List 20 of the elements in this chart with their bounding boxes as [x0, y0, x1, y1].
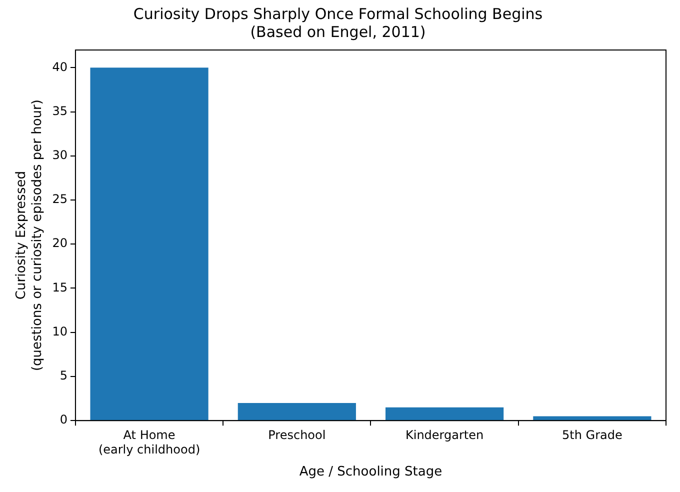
x-tick-label: Preschool [268, 428, 326, 442]
y-tick-label: 40 [52, 60, 68, 74]
x-axis-title: Age / Schooling Stage [299, 464, 442, 480]
y-tick-label: 35 [52, 104, 68, 118]
y-tick-label: 5 [60, 368, 68, 383]
x-tick-label: At Home (early childhood) [98, 428, 200, 456]
x-tick-label: Kindergarten [405, 428, 484, 442]
chart-title: Curiosity Drops Sharply Once Formal Schooling Begins (Based on Engel, 2011) [133, 4, 543, 41]
y-tick-label: 25 [52, 192, 68, 206]
bar [90, 68, 208, 420]
y-tick-label: 20 [52, 236, 68, 250]
bar [386, 407, 504, 420]
x-tick-label: 5th Grade [562, 428, 622, 442]
bar [533, 416, 652, 420]
y-tick-label: 15 [52, 280, 68, 294]
y-axis-title: Curiosity Expressed (questions or curiosity episodes per hour) [14, 100, 45, 372]
bar [238, 402, 356, 420]
y-tick-label: 30 [52, 148, 68, 162]
y-tick-label: 10 [52, 324, 68, 338]
y-tick-label: 0 [60, 412, 68, 427]
